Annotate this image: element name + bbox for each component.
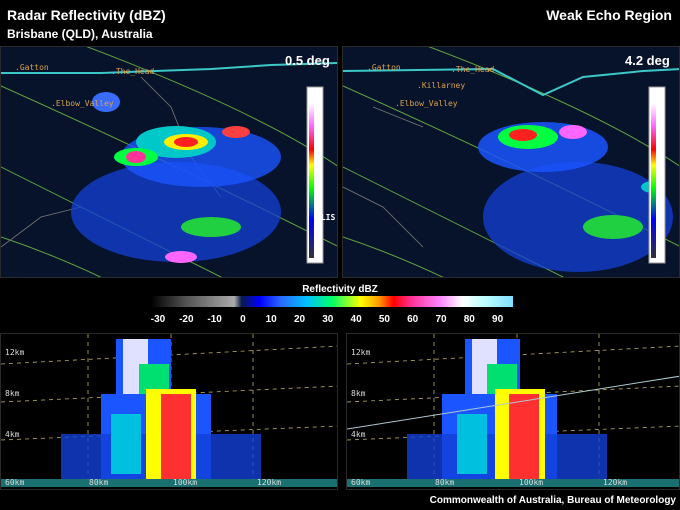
- cross-section-left: [1, 334, 337, 487]
- place-label: .LIS: [316, 213, 336, 222]
- ppi-panel-right: .Gatton .The_Head .Killarney .Elbow_Vall…: [342, 46, 680, 278]
- panel-title-right: Weak Echo Region: [546, 7, 672, 23]
- scale-tick-label: 90: [492, 314, 504, 325]
- place-label: .Gatton: [367, 63, 401, 72]
- page-title: Radar Reflectivity (dBZ): [7, 7, 166, 23]
- rhi-panel-right: 12km 8km 4km 60km 80km 100km 120km: [346, 333, 680, 490]
- scale-tick-label: 0: [240, 314, 246, 325]
- height-label: 4km: [5, 430, 20, 439]
- range-label: 100km: [519, 478, 544, 487]
- range-label: 120km: [603, 478, 628, 487]
- place-label: .The_Head: [111, 67, 155, 76]
- range-label: 120km: [257, 478, 282, 487]
- height-label: 4km: [351, 430, 366, 439]
- scale-tick-label: -10: [207, 314, 222, 325]
- scale-tick-label: -30: [150, 314, 166, 325]
- rhi-panel-left: 12km 8km 4km 60km 80km 100km 120km: [0, 333, 338, 490]
- scale-title: Reflectivity dBZ: [302, 284, 378, 295]
- scale-tick-label: 70: [435, 314, 447, 325]
- place-label: .Killarney: [417, 81, 466, 90]
- credit-text: Commonwealth of Australia, Bureau of Met…: [429, 495, 676, 506]
- range-label: 80km: [435, 478, 455, 487]
- page-subtitle: Brisbane (QLD), Australia: [7, 27, 153, 41]
- elevation-label-right: 4.2 deg: [625, 53, 670, 68]
- height-label: 12km: [351, 348, 371, 357]
- scale-tick-label: 20: [293, 314, 306, 325]
- scale-ticks: -30 -20 -10 0 10 20 30 40 50 60 70 80 90: [0, 314, 680, 328]
- place-label: .Elbow_Valley: [51, 99, 114, 108]
- scale-tick-label: 30: [322, 314, 334, 325]
- ppi-map-right: [343, 47, 679, 277]
- cross-section-right: [347, 334, 679, 487]
- place-label: .Elbow_Valley: [395, 99, 458, 108]
- height-label: 8km: [5, 389, 20, 398]
- height-label: 12km: [5, 348, 25, 357]
- scale-tick-label: 10: [265, 314, 277, 325]
- color-scale-bar: [151, 296, 513, 307]
- place-label: .The_Head: [451, 65, 495, 74]
- scale-tick-label: 50: [378, 314, 390, 325]
- elevation-label-left: 0.5 deg: [285, 53, 330, 68]
- ppi-map-left: [1, 47, 337, 277]
- ppi-panel-left: .Gatton .The_Head .Elbow_Valley .LIS 0.5…: [0, 46, 338, 278]
- scale-tick-label: 60: [407, 314, 419, 325]
- scale-tick-label: -20: [179, 314, 194, 325]
- scale-tick-label: 40: [350, 314, 362, 325]
- height-label: 8km: [351, 389, 366, 398]
- range-label: 60km: [5, 478, 25, 487]
- range-label: 60km: [351, 478, 371, 487]
- scale-tick-label: 80: [463, 314, 475, 325]
- range-label: 80km: [89, 478, 109, 487]
- place-label: .Gatton: [15, 63, 49, 72]
- range-label: 100km: [173, 478, 198, 487]
